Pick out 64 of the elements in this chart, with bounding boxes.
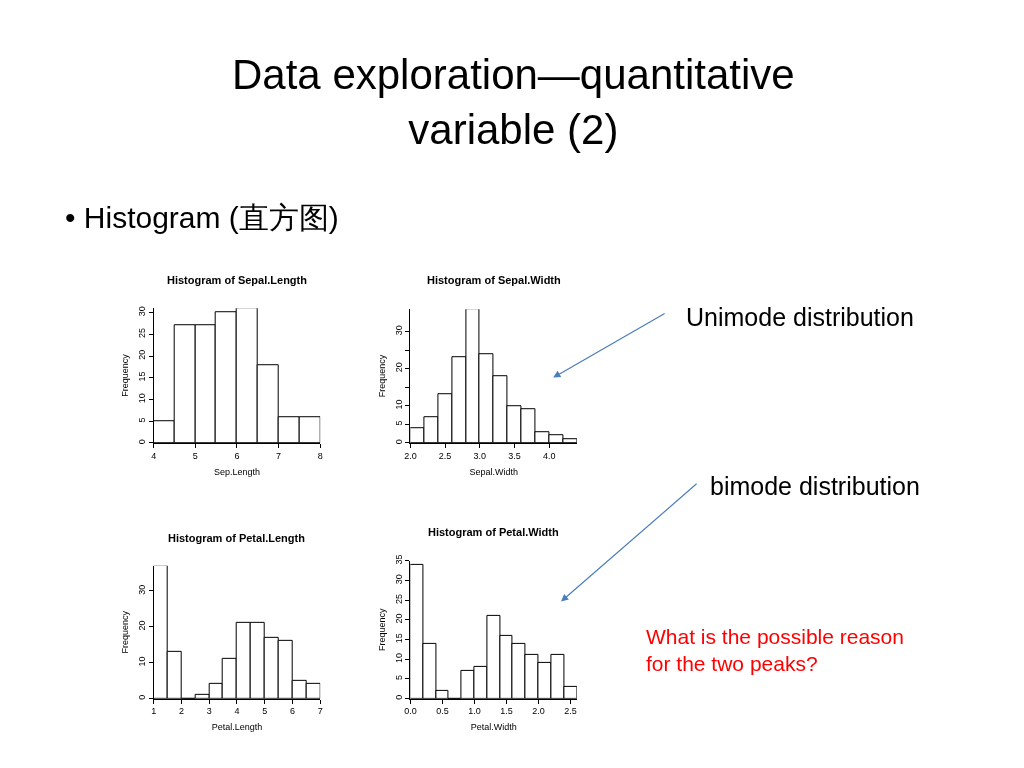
x-tick-label: 5 (192, 450, 198, 461)
y-tick-label: 0 (393, 439, 404, 445)
x-tick-label: 1.0 (468, 706, 481, 717)
x-tick-label: 2.5 (438, 450, 452, 461)
y-tick-label: 5 (393, 420, 404, 426)
chart-title: Histogram of Sepal.Width (427, 274, 562, 286)
y-tick-label: 10 (137, 656, 148, 667)
x-tick-label: 1.5 (500, 706, 513, 717)
x-tick-label: 4 (151, 450, 157, 461)
y-tick-label: 20 (393, 362, 404, 373)
x-tick-label: 4 (234, 706, 240, 717)
y-tick-label: 15 (137, 371, 148, 382)
chart-title: Histogram of Sepal.Length (167, 274, 308, 286)
y-tick-label: 10 (393, 399, 404, 410)
x-tick-label: 6 (234, 450, 240, 461)
x-tick-label: 6 (289, 706, 295, 717)
y-tick-label: 30 (393, 325, 404, 336)
x-tick-label: 2.0 (532, 706, 545, 717)
y-axis-title: Frequency (120, 610, 131, 654)
text: What is the possible reason for the two peaks? (646, 625, 904, 676)
y-tick-label: 25 (393, 593, 404, 604)
x-tick-label: 0.5 (436, 706, 449, 717)
y-tick-label: 20 (137, 620, 148, 631)
x-tick-label: 3.5 (508, 450, 521, 461)
x-tick-label: 7 (276, 450, 282, 461)
y-tick-label: 15 (393, 633, 404, 644)
x-tick-label: 4.0 (542, 450, 556, 461)
y-tick-label: 20 (137, 349, 148, 360)
x-tick-label: 3.0 (473, 450, 487, 461)
y-axis-title: Frequency (377, 354, 388, 398)
chart-title: Histogram of Petal.Length (168, 532, 306, 544)
x-tick-label: 5 (262, 706, 268, 717)
x-tick-label: 8 (317, 450, 323, 461)
y-tick-label: 5 (137, 417, 148, 423)
y-axis-title: Frequency (377, 608, 388, 652)
text: • Histogram (直方图) (65, 201, 339, 234)
x-tick-label: 7 (317, 706, 323, 717)
y-axis-title: Frequency (120, 353, 131, 397)
x-axis-title: Sepal.Width (469, 466, 518, 477)
x-axis-title: Sep.Length (213, 466, 260, 477)
x-axis-title: Petal.Width (470, 722, 517, 733)
text: bimode distribution (710, 472, 920, 500)
y-tick-label: 35 (393, 554, 404, 565)
y-tick-label: 0 (137, 694, 148, 700)
text: Data exploration—quantitative variable (2) (232, 51, 795, 153)
y-tick-label: 25 (137, 327, 148, 338)
x-tick-label: 2.0 (404, 450, 417, 461)
x-tick-label: 3 (206, 706, 212, 717)
y-tick-label: 5 (393, 675, 404, 681)
y-tick-label: 0 (393, 694, 404, 700)
text: Unimode distribution (686, 303, 914, 331)
chart-title: Histogram of Petal.Width (428, 526, 559, 538)
y-tick-label: 0 (137, 439, 148, 445)
y-tick-label: 30 (137, 306, 148, 317)
y-tick-label: 30 (393, 574, 404, 585)
x-tick-label: 2.5 (564, 706, 577, 717)
y-tick-label: 30 (137, 584, 148, 595)
x-tick-label: 2 (178, 706, 184, 717)
y-tick-label: 20 (393, 613, 404, 624)
x-tick-label: 0.0 (404, 706, 417, 717)
y-tick-label: 10 (137, 393, 148, 404)
x-tick-label: 1 (151, 706, 157, 717)
y-tick-label: 10 (393, 652, 404, 663)
x-axis-title: Petal.Length (211, 722, 263, 733)
